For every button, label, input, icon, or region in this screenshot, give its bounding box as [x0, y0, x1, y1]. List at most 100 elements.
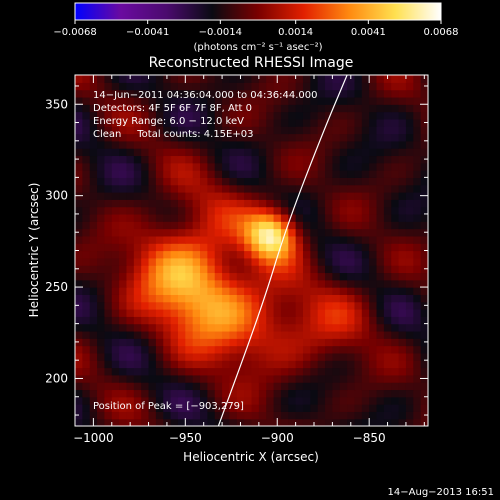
heatmap-cell	[310, 96, 319, 105]
heatmap-cell	[97, 221, 106, 230]
heatmap-cell	[111, 140, 120, 149]
heatmap-cell	[75, 170, 83, 178]
heatmap-cell	[325, 221, 333, 230]
heatmap-cell	[376, 235, 385, 244]
heatmap-cell	[236, 243, 245, 252]
heatmap-cell	[398, 184, 407, 193]
heatmap-cell	[398, 111, 407, 120]
heatmap-cell	[288, 235, 297, 244]
heatmap-cell	[280, 367, 289, 376]
heatmap-cell	[369, 133, 378, 142]
heatmap-cell	[332, 177, 341, 186]
heatmap-cell	[119, 133, 128, 142]
heatmap-cell	[302, 345, 311, 354]
heatmap-cell	[391, 345, 400, 354]
heatmap-cell	[339, 404, 348, 412]
heatmap-cell	[266, 287, 275, 295]
heatmap-cell	[354, 411, 363, 420]
heatmap-cell	[104, 82, 113, 91]
heatmap-cell	[97, 294, 106, 303]
heatmap-cell	[89, 367, 98, 376]
heatmap-cell	[133, 82, 142, 91]
heatmap-cell	[354, 89, 363, 98]
heatmap-cell	[325, 396, 333, 405]
heatmap-cell	[398, 118, 407, 127]
heatmap-cell	[214, 126, 223, 135]
heatmap-cell	[222, 140, 231, 149]
heatmap-cell	[244, 213, 253, 222]
heatmap-cell	[413, 177, 422, 186]
heatmap-cell	[104, 323, 113, 332]
heatmap-cell	[317, 111, 326, 120]
heatmap-cell	[376, 287, 385, 295]
heatmap-cell	[97, 352, 106, 361]
heatmap-cell	[185, 411, 194, 420]
heatmap-cell	[266, 257, 275, 266]
heatmap-cell	[295, 89, 304, 98]
heatmap-cell	[339, 155, 348, 164]
heatmap-cell	[266, 243, 275, 252]
heatmap-cell	[413, 316, 422, 325]
heatmap-cell	[119, 235, 128, 244]
heatmap-cell	[251, 133, 260, 142]
heatmap-cell	[155, 148, 164, 157]
heatmap-cell	[258, 213, 267, 222]
heatmap-cell	[310, 360, 319, 369]
heatmap-cell	[148, 404, 157, 412]
heatmap-cell	[236, 330, 245, 339]
heatmap-cell	[82, 323, 91, 332]
heatmap-cell	[295, 184, 304, 193]
heatmap-cell	[258, 287, 267, 295]
heatmap-cell	[89, 257, 98, 266]
heatmap-cell	[347, 265, 356, 274]
heatmap-cell	[119, 162, 128, 171]
heatmap-cell	[75, 89, 83, 98]
heatmap-cell	[222, 418, 231, 426]
heatmap-cell	[258, 155, 267, 164]
heatmap-cell	[82, 389, 91, 398]
heatmap-cell	[148, 330, 157, 339]
heatmap-cell	[266, 316, 275, 325]
heatmap-cell	[170, 309, 179, 317]
heatmap-cell	[163, 257, 172, 266]
heatmap-cell	[177, 352, 186, 361]
heatmap-cell	[177, 118, 186, 127]
heatmap-cell	[420, 294, 428, 303]
heatmap-cell	[148, 345, 157, 354]
heatmap-cell	[280, 250, 289, 259]
heatmap-cell	[258, 118, 267, 127]
heatmap-cell	[325, 301, 333, 310]
heatmap-cell	[332, 118, 341, 127]
heatmap-cell	[405, 352, 414, 361]
heatmap-cell	[317, 243, 326, 252]
heatmap-cell	[273, 301, 282, 310]
heatmap-cell	[339, 330, 348, 339]
heatmap-cell	[354, 155, 363, 164]
heatmap-cell	[354, 96, 363, 105]
heatmap-cell	[347, 279, 356, 288]
heatmap-cell	[126, 155, 135, 164]
heatmap-cell	[119, 250, 128, 259]
heatmap-cell	[398, 352, 407, 361]
heatmap-cell	[185, 126, 194, 135]
heatmap-cell	[133, 133, 142, 142]
heatmap-cell	[391, 140, 400, 149]
heatmap-cell	[192, 330, 201, 339]
heatmap-cell	[185, 287, 194, 295]
heatmap-cell	[192, 213, 201, 222]
heatmap-cell	[273, 213, 282, 222]
heatmap-cell	[222, 192, 231, 200]
heatmap-cell	[280, 330, 289, 339]
heatmap-cell	[75, 360, 83, 369]
heatmap-cell	[89, 279, 98, 288]
heatmap-cell	[288, 396, 297, 405]
heatmap-cell	[413, 374, 422, 383]
heatmap-cell	[177, 104, 186, 113]
heatmap-cell	[148, 104, 157, 113]
heatmap-cell	[214, 301, 223, 310]
heatmap-cell	[177, 404, 186, 412]
heatmap-cell	[310, 126, 319, 135]
heatmap-cell	[376, 345, 385, 354]
heatmap-cell	[97, 162, 106, 171]
heatmap-cell	[200, 177, 208, 186]
